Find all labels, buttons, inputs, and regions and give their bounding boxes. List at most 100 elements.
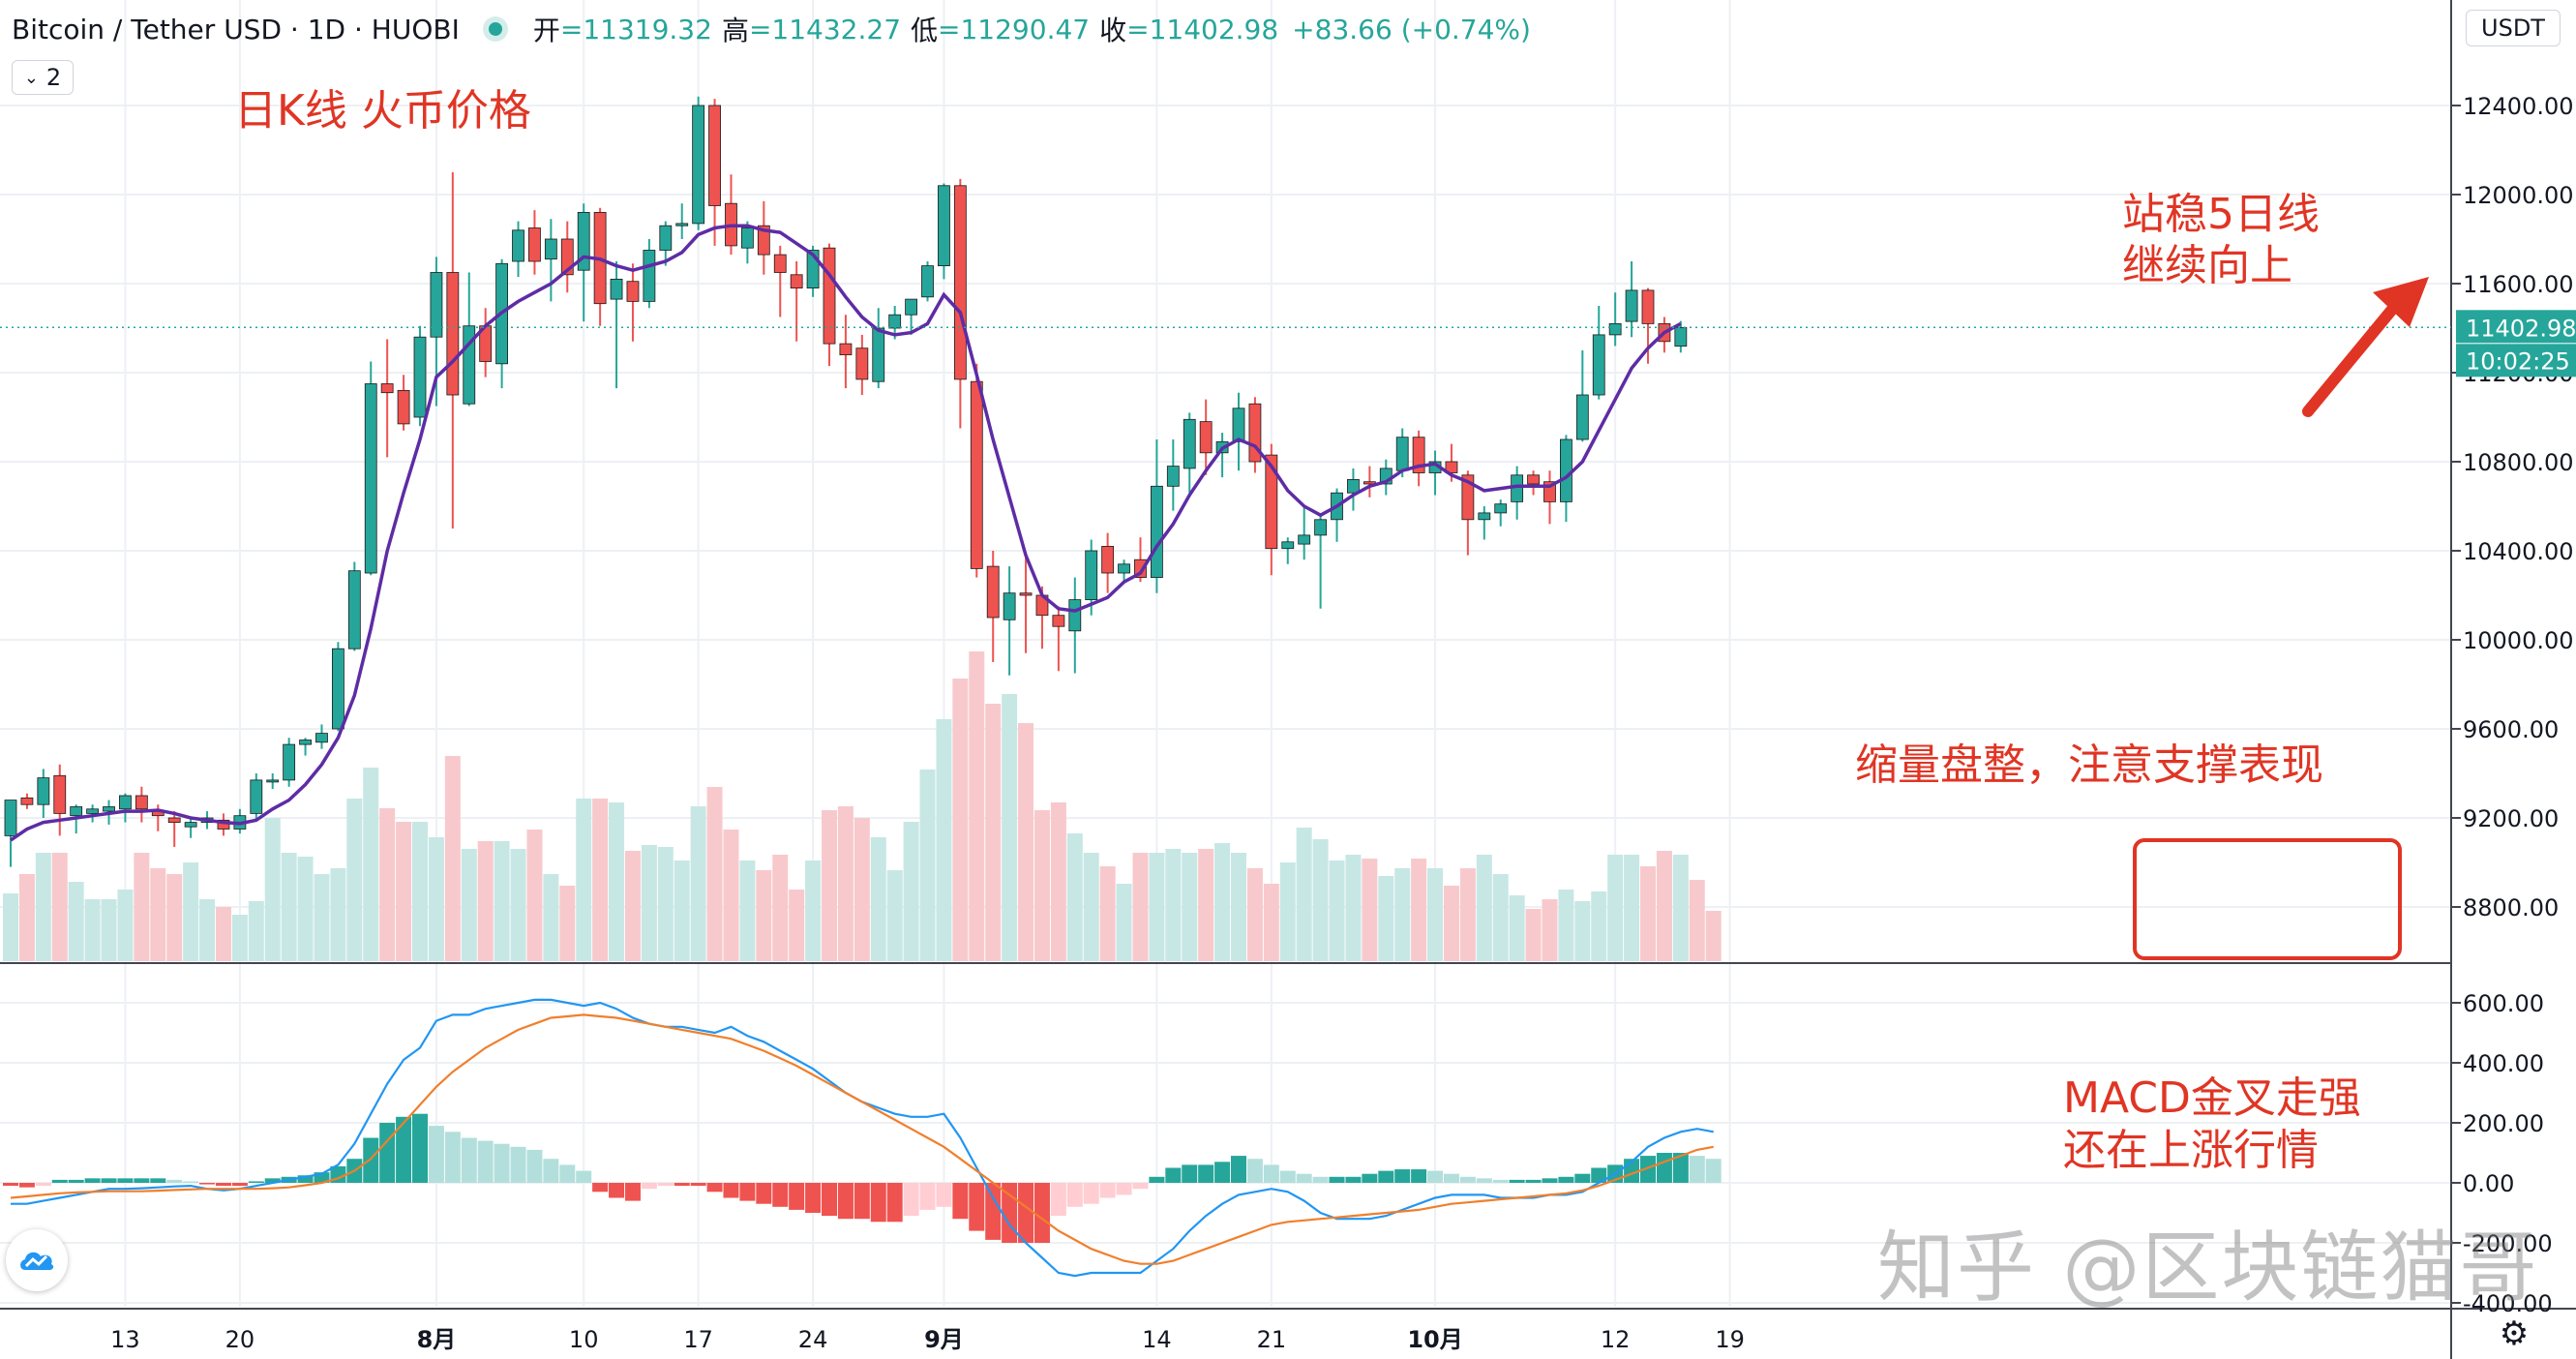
macd-histogram-bar	[756, 1183, 772, 1204]
volume-bar	[772, 855, 789, 961]
volume-bar	[854, 818, 870, 961]
volume-bar	[51, 853, 68, 961]
annotation-macd-2: 还在上涨行情	[2063, 1126, 2319, 1175]
macd-histogram-bar	[264, 1178, 281, 1183]
volume-bar	[1362, 859, 1378, 961]
candle-body	[331, 648, 344, 730]
macd-histogram-bar	[723, 1183, 739, 1198]
volume-bar	[84, 899, 101, 961]
volume-bar	[1525, 909, 1542, 961]
macd-histogram-bar	[494, 1143, 510, 1183]
candle-body	[1478, 512, 1491, 521]
macd-histogram-bar	[1099, 1183, 1116, 1198]
candle-body	[315, 733, 328, 743]
time-tick-label: 10月	[1407, 1326, 1462, 1353]
macd-histogram-bar	[1378, 1170, 1394, 1183]
candle-body	[1445, 461, 1458, 473]
macd-pane	[0, 962, 2451, 1278]
macd-histogram-bar	[870, 1183, 886, 1223]
candle-body	[364, 383, 377, 574]
volume-bar	[592, 799, 609, 961]
volume-bar	[166, 874, 183, 961]
volume-bar	[1182, 853, 1198, 961]
volume-bar	[1296, 828, 1312, 961]
macd-tick-label: 200.00	[2463, 1110, 2544, 1137]
currency-button[interactable]: USDT	[2466, 10, 2561, 46]
annotation-stand-2: 继续向上	[2122, 241, 2292, 290]
volume-bar	[35, 853, 51, 961]
time-tick-label: 10	[569, 1326, 599, 1353]
macd-histogram-bar	[1312, 1176, 1329, 1183]
volume-bar	[1672, 855, 1689, 961]
volume-bar	[18, 874, 35, 961]
macd-histogram-bar	[166, 1179, 183, 1183]
macd-histogram-bar	[1394, 1169, 1411, 1183]
macd-histogram-bar	[1591, 1167, 1607, 1183]
countdown-badge	[2456, 344, 2576, 378]
market-open-icon	[488, 22, 502, 36]
candle-body	[905, 298, 917, 316]
macd-histogram-bar	[461, 1137, 477, 1183]
volume-bar	[526, 830, 543, 961]
symbol-title[interactable]: Bitcoin / Tether USD · 1D · HUOBI	[12, 13, 460, 45]
volume-bar	[477, 841, 494, 961]
ma5-line-path	[10, 224, 1682, 842]
macd-histogram-bar	[297, 1175, 314, 1183]
macd-histogram-bar	[592, 1183, 609, 1193]
macd-histogram-bar	[314, 1172, 330, 1183]
candle-body	[626, 281, 640, 302]
annotation-title: 日K线 火币价格	[234, 86, 531, 136]
macd-histogram-bar	[1672, 1153, 1689, 1183]
volume-bar	[101, 899, 117, 961]
indicators-collapse-button[interactable]: ⌄ 2	[12, 60, 74, 95]
candle-body	[135, 795, 148, 810]
volume-bar	[1198, 849, 1214, 961]
volume-bar	[559, 886, 576, 961]
macd-histogram-bar	[134, 1178, 150, 1183]
volume-bar	[805, 861, 822, 961]
time-tick-label: 17	[683, 1326, 713, 1353]
macd-histogram-bar	[68, 1179, 84, 1183]
macd-histogram-bar	[1525, 1179, 1542, 1183]
volume-bar	[969, 651, 985, 961]
candle-body	[217, 819, 230, 830]
macd-line	[11, 998, 1714, 1278]
macd-histogram-bar	[3, 1183, 18, 1187]
volume-bar	[134, 853, 150, 961]
volume-bar	[1002, 694, 1018, 961]
volume-bar	[117, 890, 134, 961]
candle-body	[1265, 454, 1278, 550]
settings-gear-icon[interactable]: ⚙	[2499, 1314, 2530, 1353]
candle-body	[299, 740, 312, 745]
candle-body	[266, 779, 280, 783]
price-tick-label: 11600.00	[2463, 271, 2574, 298]
macd-histogram-bar	[1033, 1183, 1050, 1243]
price-tick-label: 12400.00	[2463, 93, 2574, 120]
volume-bar	[1083, 853, 1099, 961]
price-tick-label: 8800.00	[2463, 894, 2559, 921]
volume-bar	[1149, 853, 1165, 961]
macd-histogram-bar	[215, 1183, 231, 1187]
candle-body	[692, 105, 705, 225]
volume-bar	[1705, 911, 1722, 961]
low-value: =11290.47	[938, 13, 1091, 45]
macd-histogram-bar	[1050, 1183, 1066, 1217]
macd-histogram-bar	[248, 1181, 264, 1183]
volume-bar	[1263, 884, 1279, 961]
macd-histogram-bar	[854, 1183, 870, 1220]
candle-body	[643, 250, 656, 302]
candle-body	[1560, 438, 1573, 502]
high-value: =11432.27	[748, 13, 902, 45]
candle-body	[413, 336, 427, 418]
candle-body	[103, 806, 115, 812]
candle-body	[20, 797, 34, 805]
candle-body	[4, 800, 17, 836]
price-tick-label: 9200.00	[2463, 805, 2559, 832]
close-label: 收	[1099, 15, 1127, 46]
volume-bar	[297, 857, 314, 961]
tradingview-logo[interactable]	[6, 1229, 68, 1291]
macd-histogram-bar	[444, 1132, 461, 1183]
macd-histogram-bar	[1558, 1176, 1574, 1183]
candle-body	[512, 229, 524, 262]
